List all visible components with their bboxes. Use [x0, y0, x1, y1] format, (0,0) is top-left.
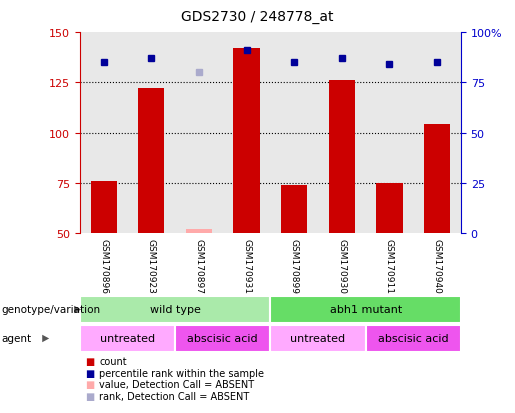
Text: rank, Detection Call = ABSENT: rank, Detection Call = ABSENT	[99, 391, 250, 401]
Bar	[175, 325, 270, 352]
Text: GSM170911: GSM170911	[385, 238, 394, 293]
Bar	[138, 89, 164, 233]
Text: ■: ■	[85, 391, 94, 401]
Bar	[366, 325, 461, 352]
Text: untreated: untreated	[100, 334, 155, 344]
Bar	[80, 325, 175, 352]
Text: GSM170897: GSM170897	[195, 238, 203, 293]
Text: GSM170923: GSM170923	[147, 238, 156, 293]
Text: untreated: untreated	[290, 334, 346, 344]
Text: wild type: wild type	[150, 305, 200, 315]
Text: percentile rank within the sample: percentile rank within the sample	[99, 368, 264, 378]
Text: GSM170930: GSM170930	[337, 238, 346, 293]
Polygon shape	[42, 335, 49, 342]
Text: ■: ■	[85, 368, 94, 378]
Text: abscisic acid: abscisic acid	[187, 334, 258, 344]
Bar	[186, 229, 212, 233]
Text: abh1 mutant: abh1 mutant	[330, 305, 402, 315]
Bar	[233, 49, 260, 233]
Text: genotype/variation: genotype/variation	[1, 305, 100, 315]
Text: ■: ■	[85, 380, 94, 389]
Text: agent: agent	[1, 334, 31, 344]
Text: GSM170896: GSM170896	[99, 238, 108, 293]
Bar	[270, 325, 366, 352]
Text: abscisic acid: abscisic acid	[378, 334, 449, 344]
Text: GSM170899: GSM170899	[290, 238, 299, 293]
Text: GSM170931: GSM170931	[242, 238, 251, 293]
Polygon shape	[74, 306, 81, 313]
Bar	[270, 297, 461, 323]
Text: GSM170940: GSM170940	[433, 238, 441, 293]
Text: ■: ■	[85, 356, 94, 366]
Bar	[376, 183, 403, 233]
Bar	[281, 185, 307, 233]
Bar	[91, 181, 117, 233]
Bar	[80, 297, 270, 323]
Text: count: count	[99, 356, 127, 366]
Text: value, Detection Call = ABSENT: value, Detection Call = ABSENT	[99, 380, 254, 389]
Text: GDS2730 / 248778_at: GDS2730 / 248778_at	[181, 10, 334, 24]
Bar	[424, 125, 450, 233]
Bar	[329, 81, 355, 233]
